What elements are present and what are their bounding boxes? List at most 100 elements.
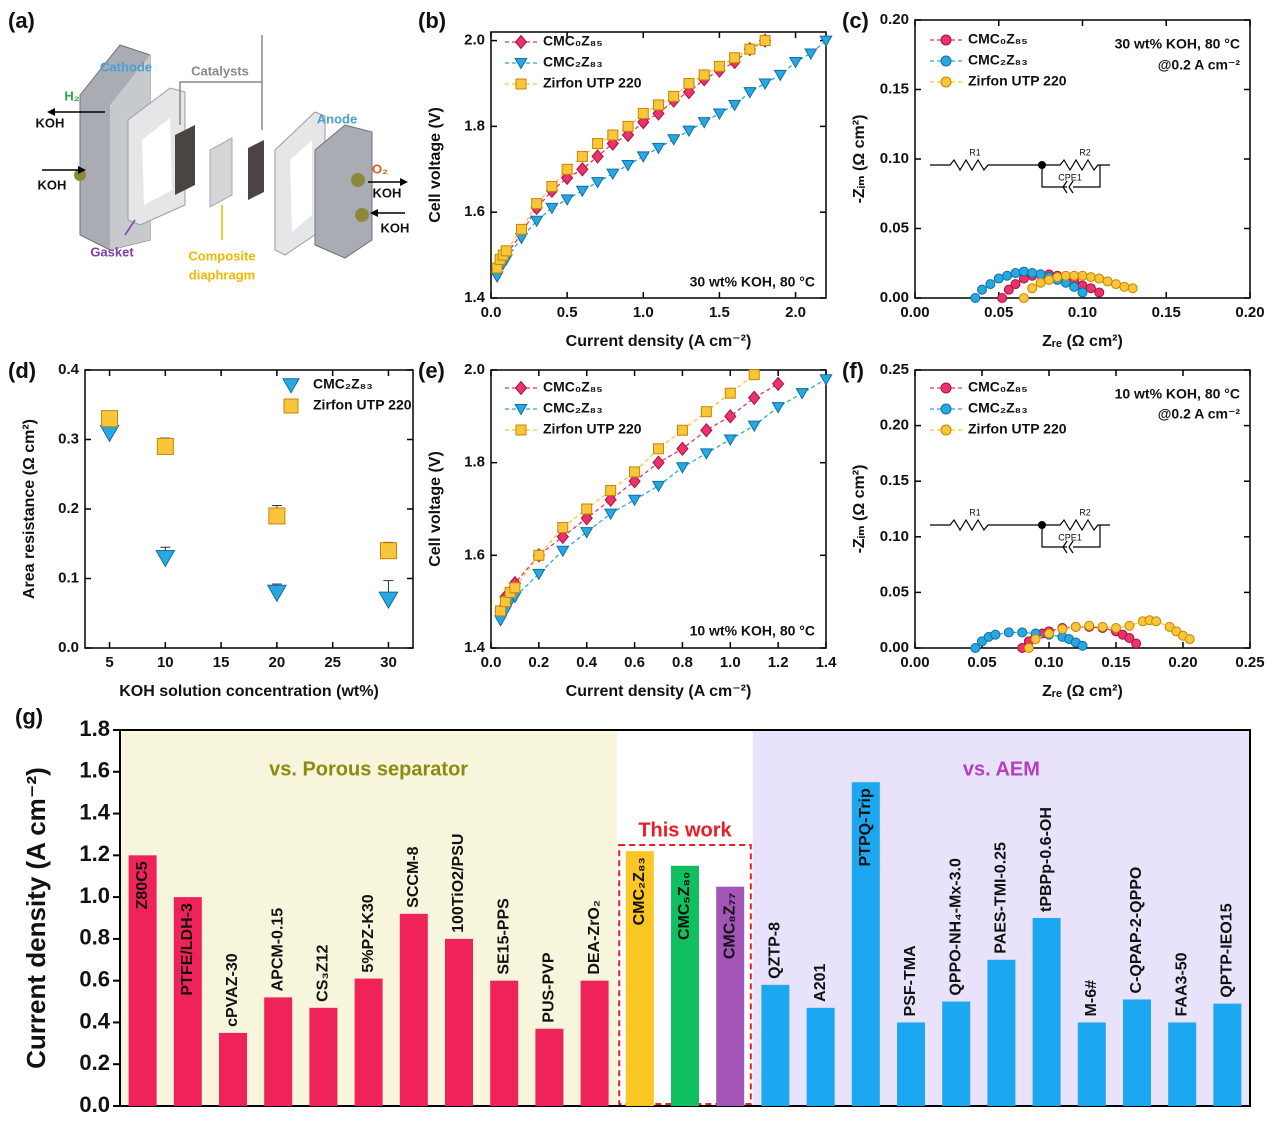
marker (557, 522, 569, 534)
circuit-label: CPE1 (1058, 532, 1082, 542)
marker (500, 245, 512, 257)
series-line (1028, 619, 1190, 649)
marker (1035, 269, 1046, 280)
marker (1027, 267, 1038, 278)
marker (728, 99, 742, 112)
y-tick-label: 2.0 (464, 32, 485, 49)
y-tick-label: 1.0 (79, 883, 110, 908)
marker (622, 120, 634, 132)
group-label: vs. Porous separator (269, 758, 468, 780)
y-tick-label: 2.0 (464, 361, 485, 378)
panel-label: (c) (842, 8, 869, 33)
x-tick-label: 20 (269, 654, 286, 671)
y-axis-label: -Zᵢₘ (Ω cm²) (851, 465, 868, 554)
bar-label: C-QPAP-2-QPPO (1128, 867, 1145, 994)
marker (970, 643, 981, 653)
marker (1018, 266, 1029, 277)
arrowhead (78, 166, 86, 174)
marker (495, 605, 507, 617)
marker (1094, 287, 1105, 298)
arrowhead (400, 178, 408, 186)
marker (576, 162, 589, 177)
circuit (930, 158, 1110, 194)
legend-label: CMC₀Z₈₅ (543, 33, 603, 49)
annotation: @0.2 A cm⁻² (1158, 406, 1241, 422)
y-tick-label: 0.00 (880, 639, 909, 656)
legend-marker (514, 58, 528, 70)
y-tick-label: 0.00 (880, 289, 909, 306)
marker (155, 549, 176, 568)
panel-label: (e) (418, 358, 445, 383)
marker (1069, 270, 1080, 281)
legend-marker (514, 404, 528, 416)
marker (700, 406, 712, 418)
marker (748, 369, 760, 381)
x-tick-label: 1.0 (720, 654, 741, 671)
marker (1084, 620, 1095, 631)
port (355, 208, 369, 222)
legend-label: CMC₀Z₈₅ (968, 31, 1028, 47)
marker (1127, 283, 1138, 294)
bar-label: QPTP-IEO15 (1219, 903, 1236, 997)
bar (806, 1007, 835, 1106)
bar-label: SCCM-8 (405, 846, 422, 907)
y-tick-label: 0.05 (880, 219, 909, 236)
bar-label: M-6# (1083, 980, 1100, 1017)
marker (531, 198, 543, 210)
marker (266, 584, 287, 603)
marker (651, 142, 666, 155)
bar-label: CS₃Z12 (315, 945, 332, 1002)
axis-frame (490, 369, 827, 649)
marker (580, 510, 593, 526)
marker (1069, 281, 1080, 292)
x-tick-label: 0.6 (624, 654, 645, 671)
marker (990, 629, 1001, 640)
y-tick-label: 0.20 (880, 417, 909, 434)
bar-label: CMC₅Z₈₀ (676, 872, 693, 940)
label: O₂ (372, 161, 388, 176)
x-tick-label: 0.20 (1235, 304, 1264, 321)
arrowhead (370, 209, 378, 217)
marker (1003, 284, 1014, 295)
legend-marker (514, 380, 528, 396)
y-tick-label: 0.2 (58, 500, 79, 517)
bar (761, 984, 790, 1106)
marker (771, 402, 785, 414)
x-tick-label: 10 (157, 654, 174, 671)
anode-plate (314, 124, 373, 259)
bar (580, 980, 609, 1106)
marker (606, 168, 620, 181)
y-tick-label: 0.8 (79, 925, 110, 950)
marker (581, 503, 593, 515)
marker (1085, 283, 1096, 294)
circuit-label: CPE1 (1058, 172, 1082, 182)
bar (128, 855, 157, 1106)
label: Anode (317, 111, 357, 126)
bracket (179, 81, 262, 125)
panel-label: (a) (8, 8, 35, 33)
x-axis-label: KOH solution concentration (wt%) (119, 683, 379, 700)
series-line (496, 40, 766, 269)
legend-label: Zirfon UTP 220 (313, 397, 412, 413)
marker (804, 48, 818, 60)
catalyst-layer (175, 125, 195, 195)
marker (378, 591, 399, 610)
marker (1151, 616, 1162, 627)
axis-frame (490, 31, 827, 299)
marker (1057, 624, 1068, 635)
bar-label: 5%PZ-K30 (360, 894, 377, 972)
x-tick-label: 0.10 (1068, 304, 1097, 321)
marker (592, 138, 604, 150)
panel-label: (b) (418, 8, 446, 33)
schematic: (a) Cathode Catalysts Anode H₂ KOH KOH O… (8, 8, 409, 283)
marker (1077, 270, 1088, 281)
marker (1002, 270, 1013, 281)
y-tick-label: 1.4 (79, 799, 110, 824)
marker (697, 117, 711, 129)
marker (1119, 281, 1130, 292)
bar-label: DEA-ZrO₂ (586, 900, 603, 975)
marker (604, 492, 617, 508)
x-tick-label: 1.0 (633, 304, 654, 321)
bar (942, 1001, 971, 1106)
marker (493, 615, 508, 627)
